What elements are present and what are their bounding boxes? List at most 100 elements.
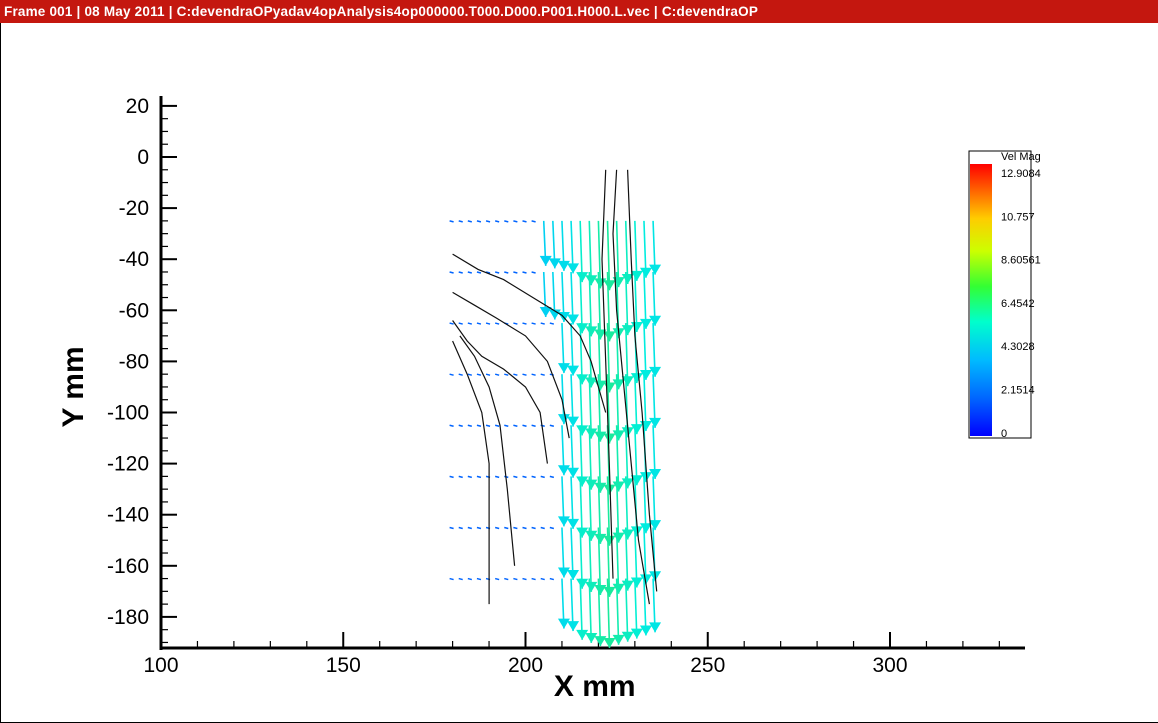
vector-arrow bbox=[449, 526, 454, 530]
vector-arrowhead bbox=[576, 578, 589, 589]
vector-arrowhead bbox=[639, 574, 652, 585]
legend-level-label: 10.757 bbox=[1001, 211, 1035, 223]
velocity-vectors bbox=[449, 220, 662, 648]
legend-colorbar bbox=[970, 164, 992, 436]
legend-level-label: 2.1514 bbox=[1001, 385, 1035, 397]
vector-arrow bbox=[467, 220, 473, 223]
vector-arrow bbox=[513, 373, 518, 376]
vector-arrow bbox=[467, 424, 473, 428]
vector-arrowhead bbox=[594, 482, 607, 493]
vector-arrow bbox=[485, 271, 491, 274]
y-tick-label: -60 bbox=[119, 299, 149, 322]
vector-arrow bbox=[504, 373, 509, 376]
vector-arrow bbox=[513, 424, 518, 428]
vector-arrowhead bbox=[548, 309, 561, 320]
vector-arrow bbox=[579, 220, 583, 283]
color-legend: Vel Mag 12.9084 10.757 8.60561 6.4542 4.3028… bbox=[968, 150, 1041, 440]
vector-arrowhead bbox=[585, 428, 598, 439]
vector-arrow bbox=[597, 476, 602, 544]
vector-arrowhead bbox=[548, 258, 561, 269]
streamline bbox=[601, 169, 614, 579]
vector-arrow bbox=[615, 527, 620, 594]
vector-arrow bbox=[624, 425, 629, 489]
vector-arrow bbox=[615, 425, 620, 492]
vector-arrow bbox=[606, 578, 611, 648]
vector-arrow bbox=[606, 374, 611, 444]
vector-arrow bbox=[588, 323, 593, 388]
vector-arrow bbox=[615, 323, 620, 390]
vector-arrowhead bbox=[639, 318, 652, 329]
vector-arrowhead bbox=[567, 621, 580, 632]
vector-arrowhead bbox=[630, 270, 643, 281]
vector-arrow bbox=[458, 220, 463, 223]
vector-arrowhead bbox=[612, 532, 625, 543]
vector-arrow bbox=[476, 373, 482, 376]
vector-arrowhead bbox=[639, 625, 652, 636]
vector-arrow bbox=[579, 578, 583, 640]
vector-arrow bbox=[449, 373, 454, 376]
legend-level-label: 6.4542 bbox=[1001, 298, 1035, 310]
vector-arrow bbox=[458, 322, 463, 325]
y-tick-label: 0 bbox=[137, 146, 149, 169]
vector-arrowhead bbox=[585, 326, 598, 337]
vector-arrowhead bbox=[621, 478, 634, 489]
vector-arrow bbox=[597, 527, 602, 595]
vector-arrow bbox=[485, 220, 491, 223]
vector-arrowhead bbox=[594, 329, 607, 340]
vector-arrowhead bbox=[594, 533, 607, 544]
vector-arrowhead bbox=[585, 275, 598, 286]
vector-arrow bbox=[531, 475, 536, 479]
vector-arrow bbox=[540, 475, 545, 479]
x-tick-label: 300 bbox=[872, 654, 907, 677]
vector-arrowhead bbox=[557, 260, 570, 271]
vector-arrow bbox=[467, 526, 473, 530]
vector-arrow bbox=[476, 424, 482, 428]
vector-arrow bbox=[597, 271, 602, 340]
x-tick-label: 100 bbox=[143, 654, 178, 677]
vector-arrowhead bbox=[603, 484, 616, 495]
vector-arrowhead bbox=[594, 584, 607, 595]
vector-arrow bbox=[624, 476, 629, 540]
vector-arrowhead bbox=[539, 306, 552, 317]
vector-arrowhead bbox=[594, 431, 607, 442]
y-tick-label: -180 bbox=[107, 606, 149, 629]
vector-arrowhead bbox=[557, 465, 570, 476]
vector-arrow bbox=[624, 578, 629, 642]
vector-arrow bbox=[485, 424, 491, 428]
vector-arrowhead bbox=[621, 325, 634, 336]
vector-arrow bbox=[494, 526, 500, 530]
vector-arrowhead bbox=[612, 583, 625, 594]
vector-arrow bbox=[476, 475, 482, 479]
vector-arrowhead bbox=[567, 263, 580, 274]
vector-arrow bbox=[449, 322, 454, 325]
x-tick-label: 200 bbox=[508, 654, 543, 677]
vector-arrowhead bbox=[612, 481, 625, 492]
vector-arrow bbox=[485, 373, 491, 376]
y-tick-label: -120 bbox=[107, 453, 149, 476]
vector-arrow bbox=[624, 323, 629, 387]
vector-arrowhead bbox=[567, 416, 580, 427]
vector-arrow bbox=[522, 526, 527, 530]
vector-arrowhead bbox=[585, 479, 598, 490]
vector-arrow bbox=[513, 475, 518, 479]
vector-arrow bbox=[588, 271, 593, 337]
vector-arrowhead bbox=[576, 425, 589, 436]
vector-arrowhead bbox=[621, 631, 634, 642]
streamline bbox=[612, 169, 650, 605]
plot-frame: 20 0 -20 -40 -60 -80 -100 -120 -140 -160 -180 100 15… bbox=[0, 23, 1158, 723]
vector-arrowhead bbox=[621, 376, 634, 387]
vector-arrow bbox=[513, 577, 518, 581]
vector-arrow bbox=[494, 271, 500, 274]
vector-arrow bbox=[522, 424, 527, 428]
vector-arrow bbox=[467, 271, 473, 274]
vector-arrowhead bbox=[576, 272, 589, 283]
window-title-bar: Frame 001 | 08 May 2011 | C:devendraOPya… bbox=[0, 0, 1158, 23]
vector-arrowhead bbox=[603, 535, 616, 546]
vector-arrow bbox=[522, 577, 527, 581]
vector-arrow bbox=[606, 271, 611, 342]
vector-arrow bbox=[540, 424, 545, 428]
vector-arrow bbox=[467, 577, 473, 581]
vector-arrow bbox=[531, 424, 536, 428]
vector-arrowhead bbox=[630, 526, 643, 537]
